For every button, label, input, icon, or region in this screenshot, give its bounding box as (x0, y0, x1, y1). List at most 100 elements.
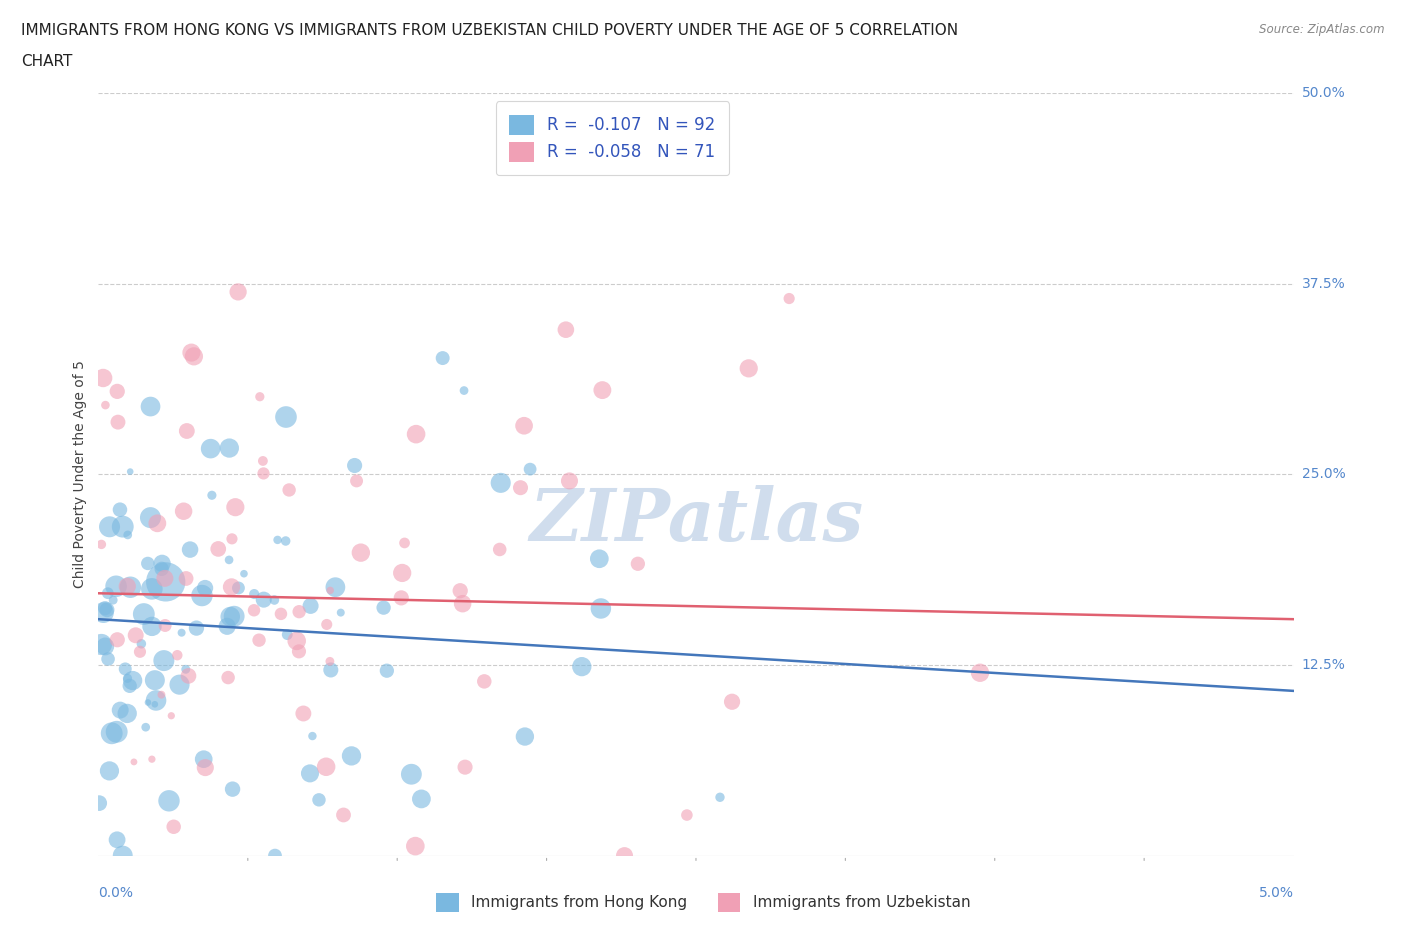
Point (778, 291, 800, 306)
Point (278, 483, 301, 498)
Point (132, 606, 155, 621)
Point (451, 596, 474, 611)
Point (105, 632, 128, 647)
Point (332, 807, 354, 822)
Text: 12.5%: 12.5% (1302, 658, 1346, 672)
Y-axis label: Child Poverty Under the Age of 5: Child Poverty Under the Age of 5 (73, 360, 87, 589)
Point (174, 662, 197, 677)
Point (453, 383, 475, 398)
Point (143, 697, 166, 711)
Point (105, 578, 128, 593)
Point (93, 605, 115, 620)
Point (139, 399, 162, 414)
Point (193, 751, 215, 766)
Point (676, 807, 699, 822)
Point (243, 603, 266, 618)
Point (588, 551, 610, 566)
Point (90, 637, 112, 652)
Point (105, 832, 128, 847)
Point (115, 706, 138, 721)
Point (160, 709, 183, 724)
Point (315, 759, 337, 774)
Point (233, 566, 256, 581)
Point (153, 618, 176, 633)
Point (97, 652, 120, 667)
Point (226, 285, 249, 299)
Point (111, 519, 134, 534)
Point (249, 390, 271, 405)
Text: 25.0%: 25.0% (1302, 467, 1346, 482)
Point (150, 687, 173, 702)
Point (329, 605, 352, 620)
Text: 0.0%: 0.0% (98, 886, 134, 900)
Point (373, 600, 395, 615)
Point (169, 677, 191, 692)
Point (350, 545, 373, 560)
Point (101, 592, 124, 607)
Point (343, 458, 366, 473)
Point (591, 382, 613, 397)
Point (131, 636, 153, 651)
Point (107, 415, 129, 430)
Point (449, 583, 471, 598)
Point (94, 601, 117, 616)
Point (139, 511, 162, 525)
Point (489, 475, 512, 490)
Point (90, 537, 112, 551)
Point (405, 427, 427, 442)
Point (513, 418, 536, 433)
Point (389, 591, 412, 605)
Point (179, 542, 201, 557)
Point (221, 782, 243, 797)
Point (200, 441, 222, 456)
Point (100, 725, 122, 740)
Point (98, 519, 121, 534)
Point (519, 461, 541, 476)
Point (401, 767, 423, 782)
Point (117, 527, 139, 542)
Point (153, 571, 176, 586)
Point (94, 639, 117, 654)
Point (224, 499, 246, 514)
Point (89, 796, 111, 811)
Point (969, 665, 991, 680)
Legend: R =  -0.107   N = 92, R =  -0.058   N = 71: R = -0.107 N = 92, R = -0.058 N = 71 (496, 101, 728, 176)
Point (274, 534, 297, 549)
Point (218, 441, 240, 456)
Point (243, 587, 266, 602)
Point (298, 766, 321, 781)
Point (166, 648, 188, 663)
Point (194, 760, 217, 775)
Point (108, 502, 131, 517)
Point (264, 848, 287, 863)
Point (141, 619, 163, 634)
Point (163, 819, 186, 834)
Point (105, 724, 128, 739)
Point (194, 580, 217, 595)
Point (170, 625, 193, 640)
Point (252, 466, 274, 481)
Point (513, 729, 536, 744)
Point (252, 454, 274, 469)
Text: IMMIGRANTS FROM HONG KONG VS IMMIGRANTS FROM UZBEKISTAN CHILD POVERTY UNDER THE : IMMIGRANTS FROM HONG KONG VS IMMIGRANTS … (21, 23, 959, 38)
Point (571, 659, 593, 674)
Point (411, 791, 433, 806)
Point (129, 644, 152, 659)
Point (315, 617, 337, 631)
Point (228, 580, 250, 595)
Point (432, 351, 454, 365)
Point (554, 323, 576, 338)
Point (105, 384, 128, 399)
Point (224, 609, 246, 624)
Point (247, 632, 270, 647)
Point (454, 760, 477, 775)
Text: Source: ZipAtlas.com: Source: ZipAtlas.com (1260, 23, 1385, 36)
Point (117, 671, 139, 685)
Point (340, 749, 363, 764)
Point (143, 672, 166, 687)
Point (391, 565, 413, 580)
Point (108, 703, 131, 718)
Point (153, 653, 176, 668)
Point (219, 609, 242, 624)
Point (319, 654, 342, 669)
